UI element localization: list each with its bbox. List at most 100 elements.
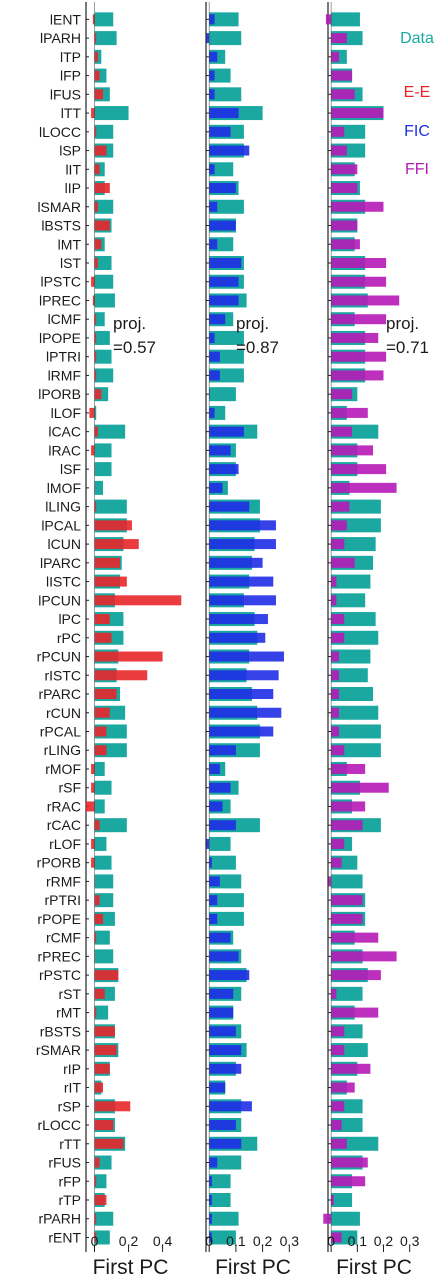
model-bar: [331, 707, 339, 718]
model-bar: [209, 782, 231, 793]
model-bar: [331, 782, 389, 793]
projection-annotation: =0.57: [113, 338, 156, 357]
model-bar: [209, 276, 239, 287]
model-bar: [94, 726, 107, 737]
model-bar: [331, 988, 337, 999]
data-bar: [209, 893, 244, 908]
model-bar: [209, 126, 231, 137]
projection-annotation: proj.: [236, 314, 269, 333]
model-bar: [94, 1213, 97, 1224]
model-bar: [94, 33, 97, 44]
region-label: rPTRI: [44, 892, 81, 908]
region-label: rPCAL: [40, 723, 81, 739]
model-bar: [209, 220, 236, 231]
model-bar: [209, 988, 234, 999]
model-bar: [94, 351, 97, 362]
region-label: lPCUN: [38, 592, 81, 608]
x-tick-label: 0.3: [280, 1233, 300, 1249]
region-label: lCMF: [48, 311, 81, 327]
panel-ee: 0 0.2 0.4 First PC proj. =0.57: [85, 2, 182, 1279]
model-bar: [209, 501, 250, 512]
model-bar: [209, 239, 218, 250]
projection-annotation: proj.: [386, 314, 419, 333]
model-bar: [94, 1101, 131, 1112]
region-label: lENT: [50, 11, 82, 27]
model-bar: [331, 632, 345, 643]
model-bar: [94, 557, 121, 568]
model-bar: [331, 501, 350, 512]
model-bar: [94, 820, 100, 831]
model-bar: [331, 520, 347, 531]
data-bar: [94, 818, 127, 833]
model-bar: [209, 520, 276, 531]
data-bar: [94, 480, 104, 495]
region-label: lMOF: [47, 480, 81, 496]
region-label: rFUS: [48, 1155, 81, 1171]
model-bar: [209, 557, 263, 568]
model-bar: [94, 689, 117, 700]
model-bar: [94, 426, 98, 437]
model-bar: [94, 970, 119, 981]
model-bar: [209, 913, 218, 924]
model-bar: [94, 988, 105, 999]
region-label: lLOCC: [39, 124, 81, 140]
model-bar: [331, 164, 358, 175]
region-label: lPTRI: [46, 349, 81, 365]
model-bar: [94, 1138, 124, 1149]
model-bar: [209, 1026, 236, 1037]
model-bar: [331, 651, 339, 662]
region-label: lFP: [60, 68, 81, 84]
model-bar: [94, 1082, 104, 1093]
model-bar: [209, 820, 236, 831]
model-bar: [331, 201, 384, 212]
model-bar: [209, 1232, 212, 1243]
region-label: lPREC: [39, 292, 81, 308]
model-bar: [94, 1176, 97, 1187]
model-bar: [94, 1007, 97, 1018]
data-bar: [209, 836, 231, 851]
model-bar: [94, 595, 182, 606]
data-bar: [94, 1230, 110, 1245]
model-bar: [331, 745, 345, 756]
model-bar: [209, 332, 215, 343]
region-label: rMOF: [45, 761, 81, 777]
model-bar: [331, 389, 353, 400]
model-bar: [209, 295, 239, 306]
model-bar: [94, 632, 112, 643]
data-bar: [331, 593, 366, 608]
data-bar: [209, 911, 244, 926]
model-bar: [94, 1157, 100, 1168]
model-bar: [94, 145, 107, 156]
model-bar: [94, 1194, 107, 1205]
model-bar: [209, 763, 220, 774]
model-bar: [209, 689, 274, 700]
region-label: rSF: [58, 780, 81, 796]
region-label: lLING: [45, 499, 81, 515]
model-bar: [209, 70, 215, 81]
model-bar: [94, 539, 139, 550]
model-bar: [91, 763, 95, 774]
model-bar: [206, 838, 210, 849]
model-bar: [94, 913, 104, 924]
region-label: rSP: [58, 1098, 81, 1114]
model-bar: [331, 913, 363, 924]
legend-entry: FIC: [404, 123, 430, 140]
model-bar: [331, 89, 355, 100]
data-bar: [94, 274, 114, 289]
data-bar: [94, 1174, 107, 1189]
model-bar: [209, 464, 239, 475]
data-bar: [94, 499, 127, 514]
model-bar: [331, 220, 358, 231]
region-label: lST: [60, 255, 81, 271]
data-bar: [94, 312, 105, 327]
model-bar: [331, 108, 384, 119]
data-bar: [94, 949, 114, 964]
model-bar: [94, 895, 100, 906]
region-label: rBSTS: [40, 1023, 81, 1039]
model-bar: [209, 51, 218, 62]
model-bar: [331, 1194, 334, 1205]
model-bar: [209, 539, 276, 550]
model-bar: [94, 576, 127, 587]
model-bar: [209, 445, 231, 456]
